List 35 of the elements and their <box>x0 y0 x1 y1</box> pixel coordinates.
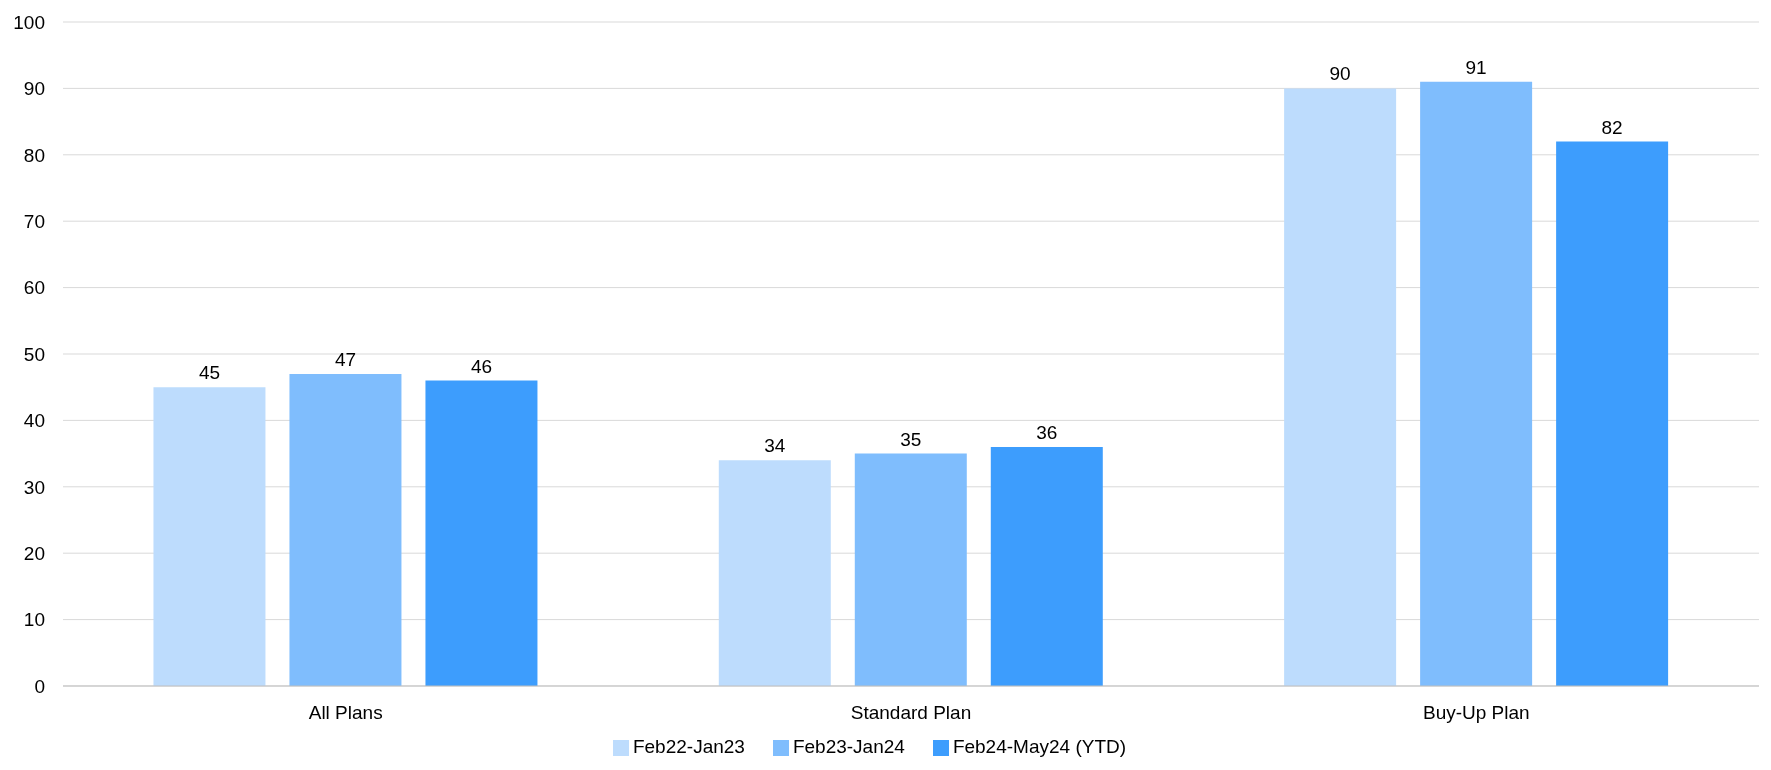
bar <box>854 453 967 686</box>
bar <box>1284 88 1397 686</box>
x-tick-label: Standard Plan <box>850 702 972 724</box>
legend-label: Feb22-Jan23 <box>632 736 745 757</box>
data-label: 91 <box>1465 56 1487 78</box>
bar <box>718 460 831 686</box>
bar <box>990 446 1103 686</box>
bar <box>289 373 402 686</box>
data-label: 36 <box>1036 421 1058 443</box>
y-tick-label: 70 <box>23 210 45 232</box>
bar <box>153 387 266 686</box>
y-tick-label: 50 <box>23 343 45 365</box>
data-label: 47 <box>334 348 357 370</box>
data-label: 90 <box>1329 63 1351 85</box>
legend-label: Feb24-May24 (YTD) <box>952 736 1127 757</box>
y-tick-label: 100 <box>13 11 45 33</box>
data-label: 35 <box>900 428 922 450</box>
y-tick-label: 20 <box>23 542 45 564</box>
legend-label: Feb23-Jan24 <box>792 736 905 757</box>
y-tick-label: 90 <box>23 78 45 100</box>
data-label: 45 <box>198 362 221 384</box>
bar <box>425 380 538 686</box>
y-tick-label: 60 <box>23 277 45 299</box>
y-tick-label: 10 <box>23 609 45 631</box>
bar <box>1420 81 1533 686</box>
y-tick-label: 0 <box>34 675 45 697</box>
data-label: 82 <box>1601 116 1623 138</box>
y-tick-label: 30 <box>23 476 45 498</box>
y-tick-label: 40 <box>23 410 45 432</box>
data-label: 46 <box>470 355 493 377</box>
y-tick-label: 80 <box>23 144 45 166</box>
data-label: 34 <box>764 435 786 457</box>
x-tick-label: Buy-Up Plan <box>1423 702 1530 724</box>
x-tick-label: All Plans <box>308 702 383 724</box>
bar <box>1556 141 1669 686</box>
